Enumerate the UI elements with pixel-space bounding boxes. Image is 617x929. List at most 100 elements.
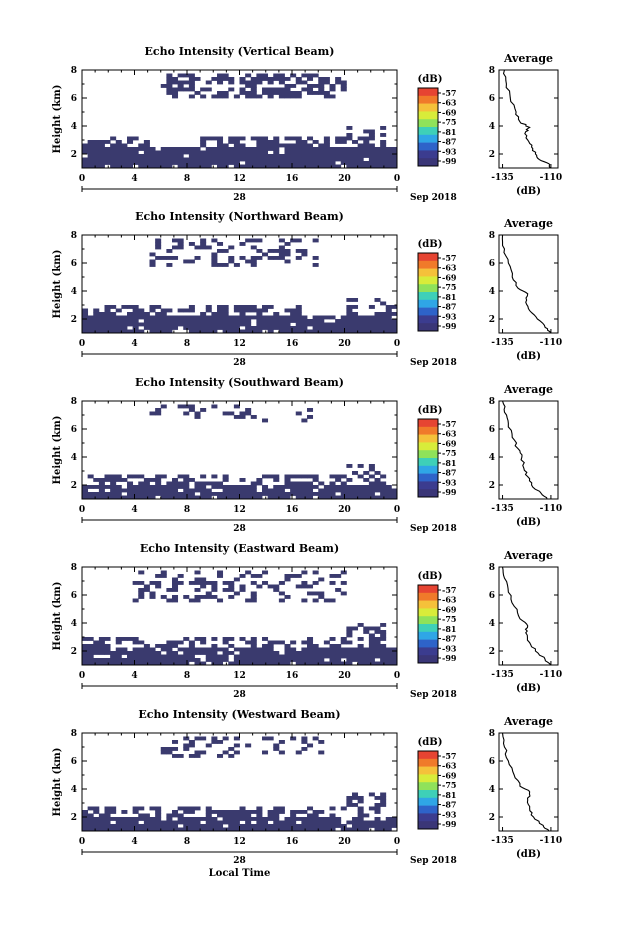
heatmap-cell	[127, 481, 134, 486]
heatmap-cell	[233, 147, 240, 151]
heatmap-cell	[217, 658, 224, 662]
heatmap-cell	[166, 488, 173, 493]
heatmap-cell	[256, 154, 263, 158]
heatmap-cell	[368, 820, 375, 825]
colorbar-segment	[418, 276, 438, 285]
heatmap-cell	[301, 654, 308, 659]
heatmap-cell	[250, 238, 257, 243]
heatmap-cell	[200, 495, 207, 500]
heatmap-cell	[262, 827, 269, 832]
heatmap-cell	[245, 315, 252, 320]
heatmap-cell	[295, 161, 302, 165]
heatmap-cell	[177, 474, 184, 479]
heatmap-cell	[200, 581, 207, 585]
heatmap-cell	[340, 488, 347, 493]
heatmap-cell	[211, 312, 218, 316]
heatmap-cell	[98, 820, 105, 825]
heatmap-cell	[172, 661, 179, 666]
heatmap-cell	[93, 820, 100, 825]
heatmap-cell	[222, 326, 229, 330]
heatmap-cell	[143, 150, 150, 155]
heatmap-cell	[284, 329, 291, 334]
heatmap-cell	[217, 73, 224, 78]
heatmap-cell	[374, 810, 381, 814]
heatmap-cell	[290, 485, 297, 489]
heatmap-cell	[335, 80, 342, 85]
heatmap-cell	[273, 322, 280, 327]
heatmap-cell	[98, 488, 105, 493]
heatmap-cell	[380, 651, 387, 655]
heatmap-cell	[172, 77, 179, 81]
heatmap-cell	[374, 471, 381, 475]
heatmap-cell	[273, 249, 280, 253]
heatmap-cell	[233, 495, 240, 500]
heatmap-cell	[166, 319, 173, 323]
heatmap-cell	[273, 150, 280, 155]
heatmap-cell	[301, 598, 308, 603]
heatmap-cell	[290, 488, 297, 493]
heatmap-cell	[200, 661, 207, 666]
heatmap-cell	[262, 817, 269, 821]
heatmap-cell	[323, 164, 330, 169]
heatmap-cell	[217, 305, 224, 309]
heatmap-cell	[262, 319, 269, 323]
heatmap-cell	[200, 647, 207, 652]
heatmap-cell	[217, 312, 224, 316]
colorbar-tick-label: -99	[442, 487, 457, 497]
heatmap-cell	[166, 644, 173, 648]
heatmap-cell	[250, 154, 257, 158]
heatmap-cell	[228, 651, 235, 655]
heatmap-cell	[267, 143, 274, 148]
heatmap-cell	[177, 84, 184, 88]
heatmap-cell	[368, 824, 375, 828]
heatmap-cell	[233, 157, 240, 162]
heatmap-cell	[256, 492, 263, 496]
heatmap-cell	[295, 326, 302, 330]
x-tick-label: 0	[394, 174, 400, 184]
x-tick-label: 4	[131, 174, 137, 184]
heatmap-cell	[245, 827, 252, 832]
heatmap-cell	[239, 164, 246, 169]
heatmap-cell	[256, 820, 263, 825]
x-tick-label: 16	[286, 505, 299, 515]
heatmap-cell	[110, 495, 117, 500]
heatmap-cell	[166, 256, 173, 260]
heatmap-cell	[160, 661, 167, 666]
heatmap-cell	[132, 161, 139, 165]
heatmap-cell	[177, 806, 184, 811]
heatmap-cell	[127, 658, 134, 662]
heatmap-cell	[104, 647, 111, 652]
heatmap-cell	[363, 147, 370, 151]
heatmap-cell	[256, 658, 263, 662]
heatmap-cell	[323, 157, 330, 162]
average-x-label: (dB)	[516, 517, 541, 528]
heatmap-cell	[115, 478, 122, 482]
heatmap-cell	[284, 474, 291, 479]
colorbar-segment	[418, 450, 438, 459]
heatmap-cell	[217, 150, 224, 155]
heatmap-cell	[273, 161, 280, 165]
heatmap-cell	[233, 305, 240, 309]
heatmap-cell	[290, 736, 297, 741]
heatmap-cell	[233, 154, 240, 158]
heatmap-cell	[250, 308, 257, 313]
heatmap-cell	[172, 824, 179, 828]
heatmap-cell	[357, 796, 364, 800]
heatmap-cell	[262, 661, 269, 666]
heatmap-cell	[374, 312, 381, 316]
heatmap-cell	[312, 485, 319, 489]
heatmap-cell	[98, 651, 105, 655]
heatmap-cell	[278, 810, 285, 814]
heatmap-cells	[82, 238, 398, 334]
heatmap-cell	[357, 157, 364, 162]
heatmap-cell	[374, 817, 381, 821]
heatmap-cell	[104, 810, 111, 814]
heatmap-cell	[143, 824, 150, 828]
heatmap-cell	[290, 84, 297, 88]
heatmap-cell	[363, 651, 370, 655]
heatmap-cell	[307, 136, 314, 141]
heatmap-cell	[127, 312, 134, 316]
heatmap-cell	[138, 640, 145, 645]
heatmap-cell	[335, 329, 342, 334]
heatmap-cell	[245, 598, 252, 603]
